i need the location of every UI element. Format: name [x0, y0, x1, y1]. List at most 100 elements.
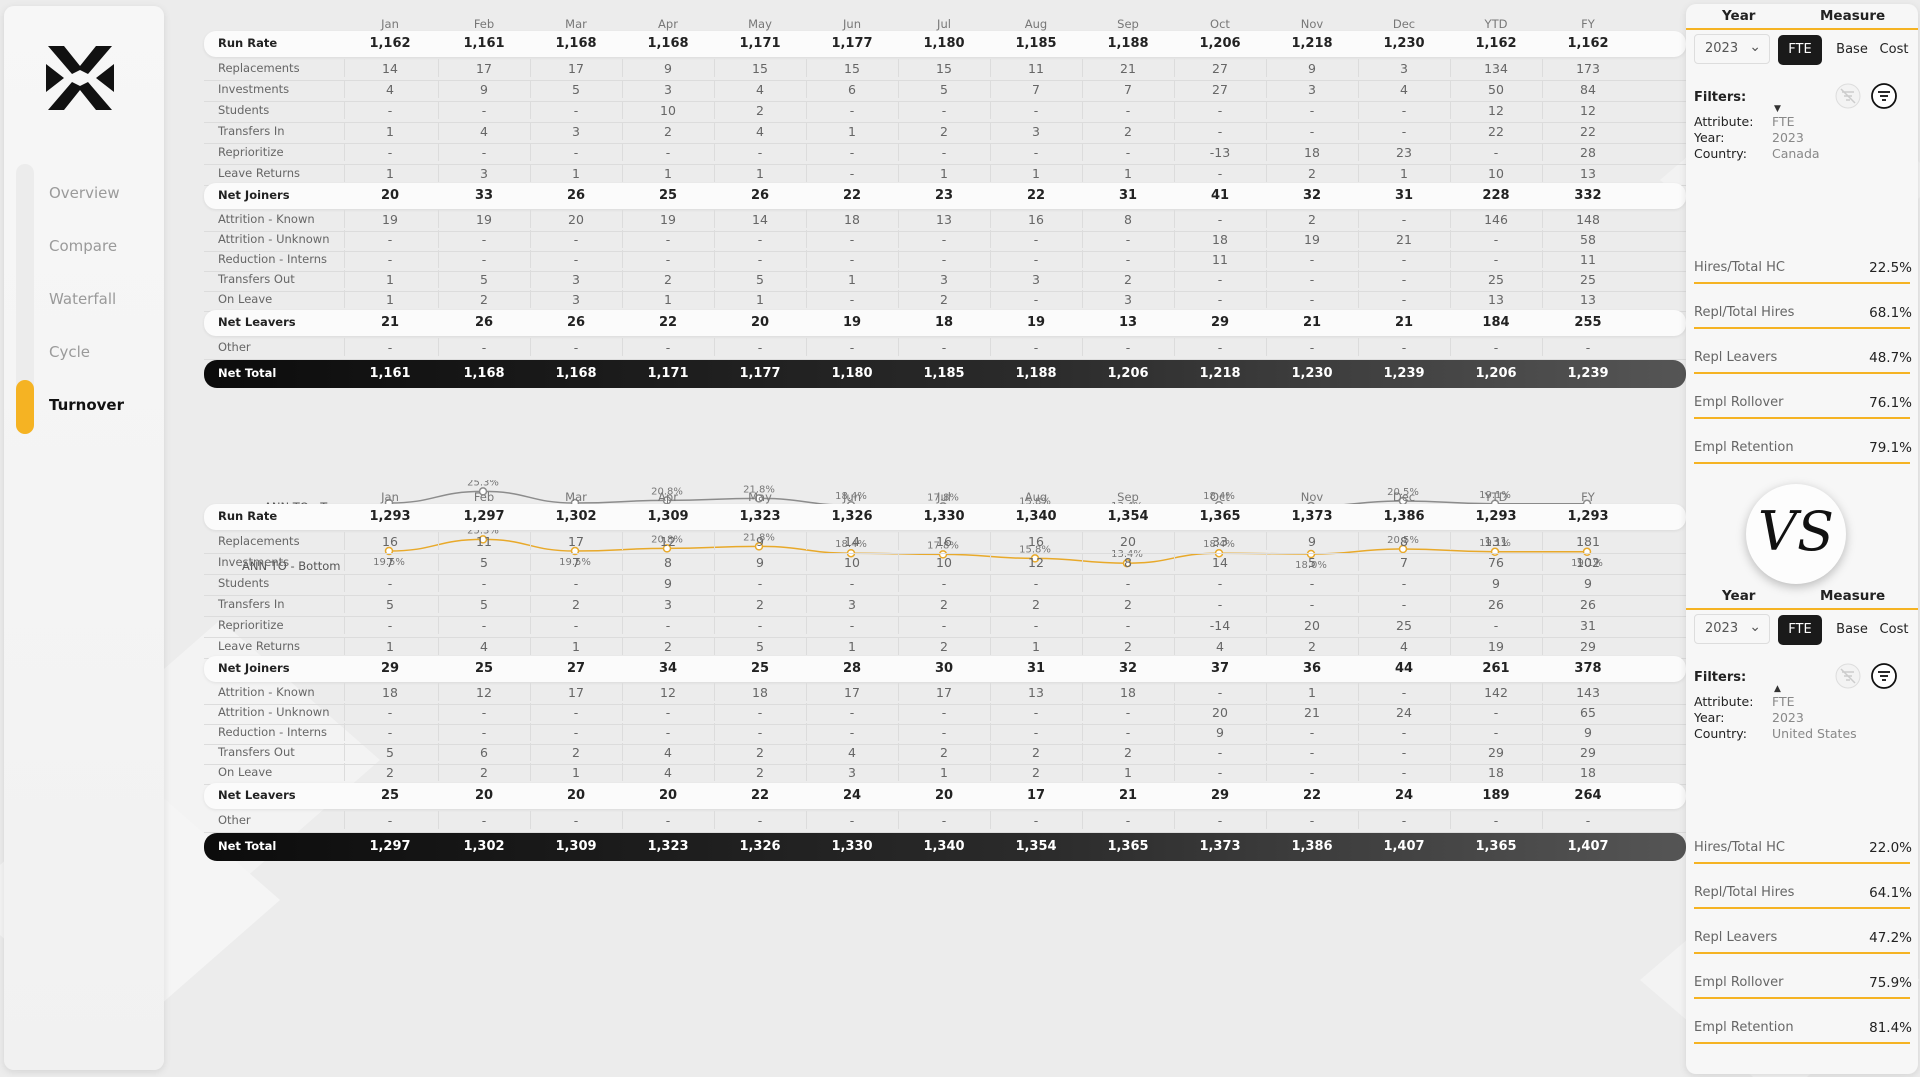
table-cell: - [481, 813, 487, 828]
table-cell: 1,162 [1475, 36, 1517, 51]
table-cell: - [1401, 212, 1407, 227]
table-cell: 19 [382, 212, 398, 227]
cell-divider [1358, 532, 1359, 550]
sidebar-item-compare[interactable]: Compare [49, 237, 118, 255]
table-row: Transfers In 5 5 2 3 2 3 2 2 2 - - - 26 26 [204, 593, 1686, 617]
table-cell: 25 [750, 661, 770, 676]
table-cell: 134 [1484, 61, 1508, 76]
measure-button-cost[interactable]: Cost [1879, 42, 1909, 57]
ann-top-point [662, 496, 672, 505]
filter-icon[interactable] [1870, 662, 1898, 690]
cell-divider [1082, 743, 1083, 761]
cell-divider [714, 164, 715, 182]
kpi-value: 48.7% [1869, 350, 1912, 366]
table-cell: 2 [940, 597, 948, 612]
table-cell: -13 [1209, 145, 1231, 160]
cell-divider [622, 122, 623, 140]
table-cell: - [849, 576, 855, 591]
table-cell: 10 [660, 103, 676, 118]
ann-bottom-point [570, 546, 580, 556]
year-dropdown[interactable]: 2023 ⌄ [1694, 614, 1770, 644]
table-cell: - [849, 252, 855, 267]
measure-button-cost[interactable]: Cost [1879, 622, 1909, 637]
table-cell: 4 [664, 765, 672, 780]
cell-divider [1542, 595, 1543, 613]
month-header: Jun [843, 17, 861, 31]
cell-divider [1450, 595, 1451, 613]
month-header: Sep [1117, 17, 1139, 31]
measure-button-fte[interactable]: FTE [1778, 35, 1822, 65]
cell-divider [1358, 250, 1359, 268]
ann-top-data-label: 25.3% [467, 480, 499, 488]
cell-divider [990, 80, 991, 98]
table-cell: 65 [1580, 705, 1596, 720]
cell-divider [622, 553, 623, 571]
table-cell: - [387, 340, 393, 355]
clear-filter-icon[interactable] [1834, 662, 1862, 690]
table-cell: 26 [566, 188, 586, 203]
table-cell: 20 [1304, 618, 1320, 633]
table-cell: - [1401, 745, 1407, 760]
measure-button-base[interactable]: Base [1836, 622, 1868, 637]
sidebar-item-cycle[interactable]: Cycle [49, 343, 90, 361]
cell-divider [530, 210, 531, 228]
cell-divider [622, 763, 623, 781]
row-label: Attrition - Unknown [218, 232, 330, 246]
collapse-caret-icon[interactable]: ▲ [1774, 684, 1781, 694]
table-cell: - [1309, 725, 1315, 740]
cell-divider [806, 164, 807, 182]
table-cell: - [1493, 340, 1499, 355]
cell-divider [714, 122, 715, 140]
table-cell: 3 [848, 597, 856, 612]
sidebar-item-turnover[interactable]: Turnover [49, 396, 124, 414]
clear-filter-icon[interactable] [1834, 82, 1862, 110]
table-cell: 1,161 [463, 36, 505, 51]
cell-divider [1082, 811, 1083, 829]
table-cell: 5 [940, 82, 948, 97]
measure-button-base[interactable]: Base [1836, 42, 1868, 57]
month-header: Nov [1300, 17, 1324, 31]
table-cell: 131 [1484, 534, 1508, 549]
table-cell: - [387, 618, 393, 633]
table-cell: - [849, 103, 855, 118]
cell-divider [990, 703, 991, 721]
cell-divider [1082, 532, 1083, 550]
table-cell: 9 [480, 82, 488, 97]
table-cell: 1,180 [831, 366, 873, 381]
cell-divider [530, 763, 531, 781]
row-label: Net Total [218, 366, 277, 380]
filters-title: Filters: [1694, 90, 1747, 105]
cell-divider [714, 210, 715, 228]
cell-divider [714, 250, 715, 268]
table-cell: 9 [1216, 725, 1224, 740]
cell-divider [1358, 101, 1359, 119]
table-cell: 1 [572, 639, 580, 654]
collapse-caret-icon[interactable]: ▼ [1774, 104, 1781, 114]
table-cell: 9 [1584, 725, 1592, 740]
month-header: Apr [658, 490, 678, 504]
table-cell: 14 [752, 212, 768, 227]
cell-divider [990, 595, 991, 613]
cell-divider [1450, 270, 1451, 288]
month-header: Feb [473, 490, 495, 504]
cell-divider [530, 59, 531, 77]
cell-divider [622, 290, 623, 308]
table-cell: 1,188 [1015, 366, 1057, 381]
table-cell: 2 [940, 124, 948, 139]
table-cell: 1 [664, 292, 672, 307]
table-cell: - [1493, 618, 1499, 633]
table-cell: - [1401, 272, 1407, 287]
year-dropdown[interactable]: 2023 ⌄ [1694, 34, 1770, 64]
table-cell: 22 [1302, 788, 1322, 803]
sidebar-item-waterfall[interactable]: Waterfall [49, 290, 117, 308]
cell-divider [806, 59, 807, 77]
cell-divider [1174, 616, 1175, 634]
row-label: Leave Returns [218, 639, 301, 653]
sidebar-item-overview[interactable]: Overview [49, 184, 120, 202]
filter-icon[interactable] [1870, 82, 1898, 110]
cell-divider [1450, 703, 1451, 721]
table-cell: 146 [1484, 212, 1508, 227]
table-cell: - [1585, 340, 1591, 355]
table-cell: - [1309, 765, 1315, 780]
measure-button-fte[interactable]: FTE [1778, 615, 1822, 645]
